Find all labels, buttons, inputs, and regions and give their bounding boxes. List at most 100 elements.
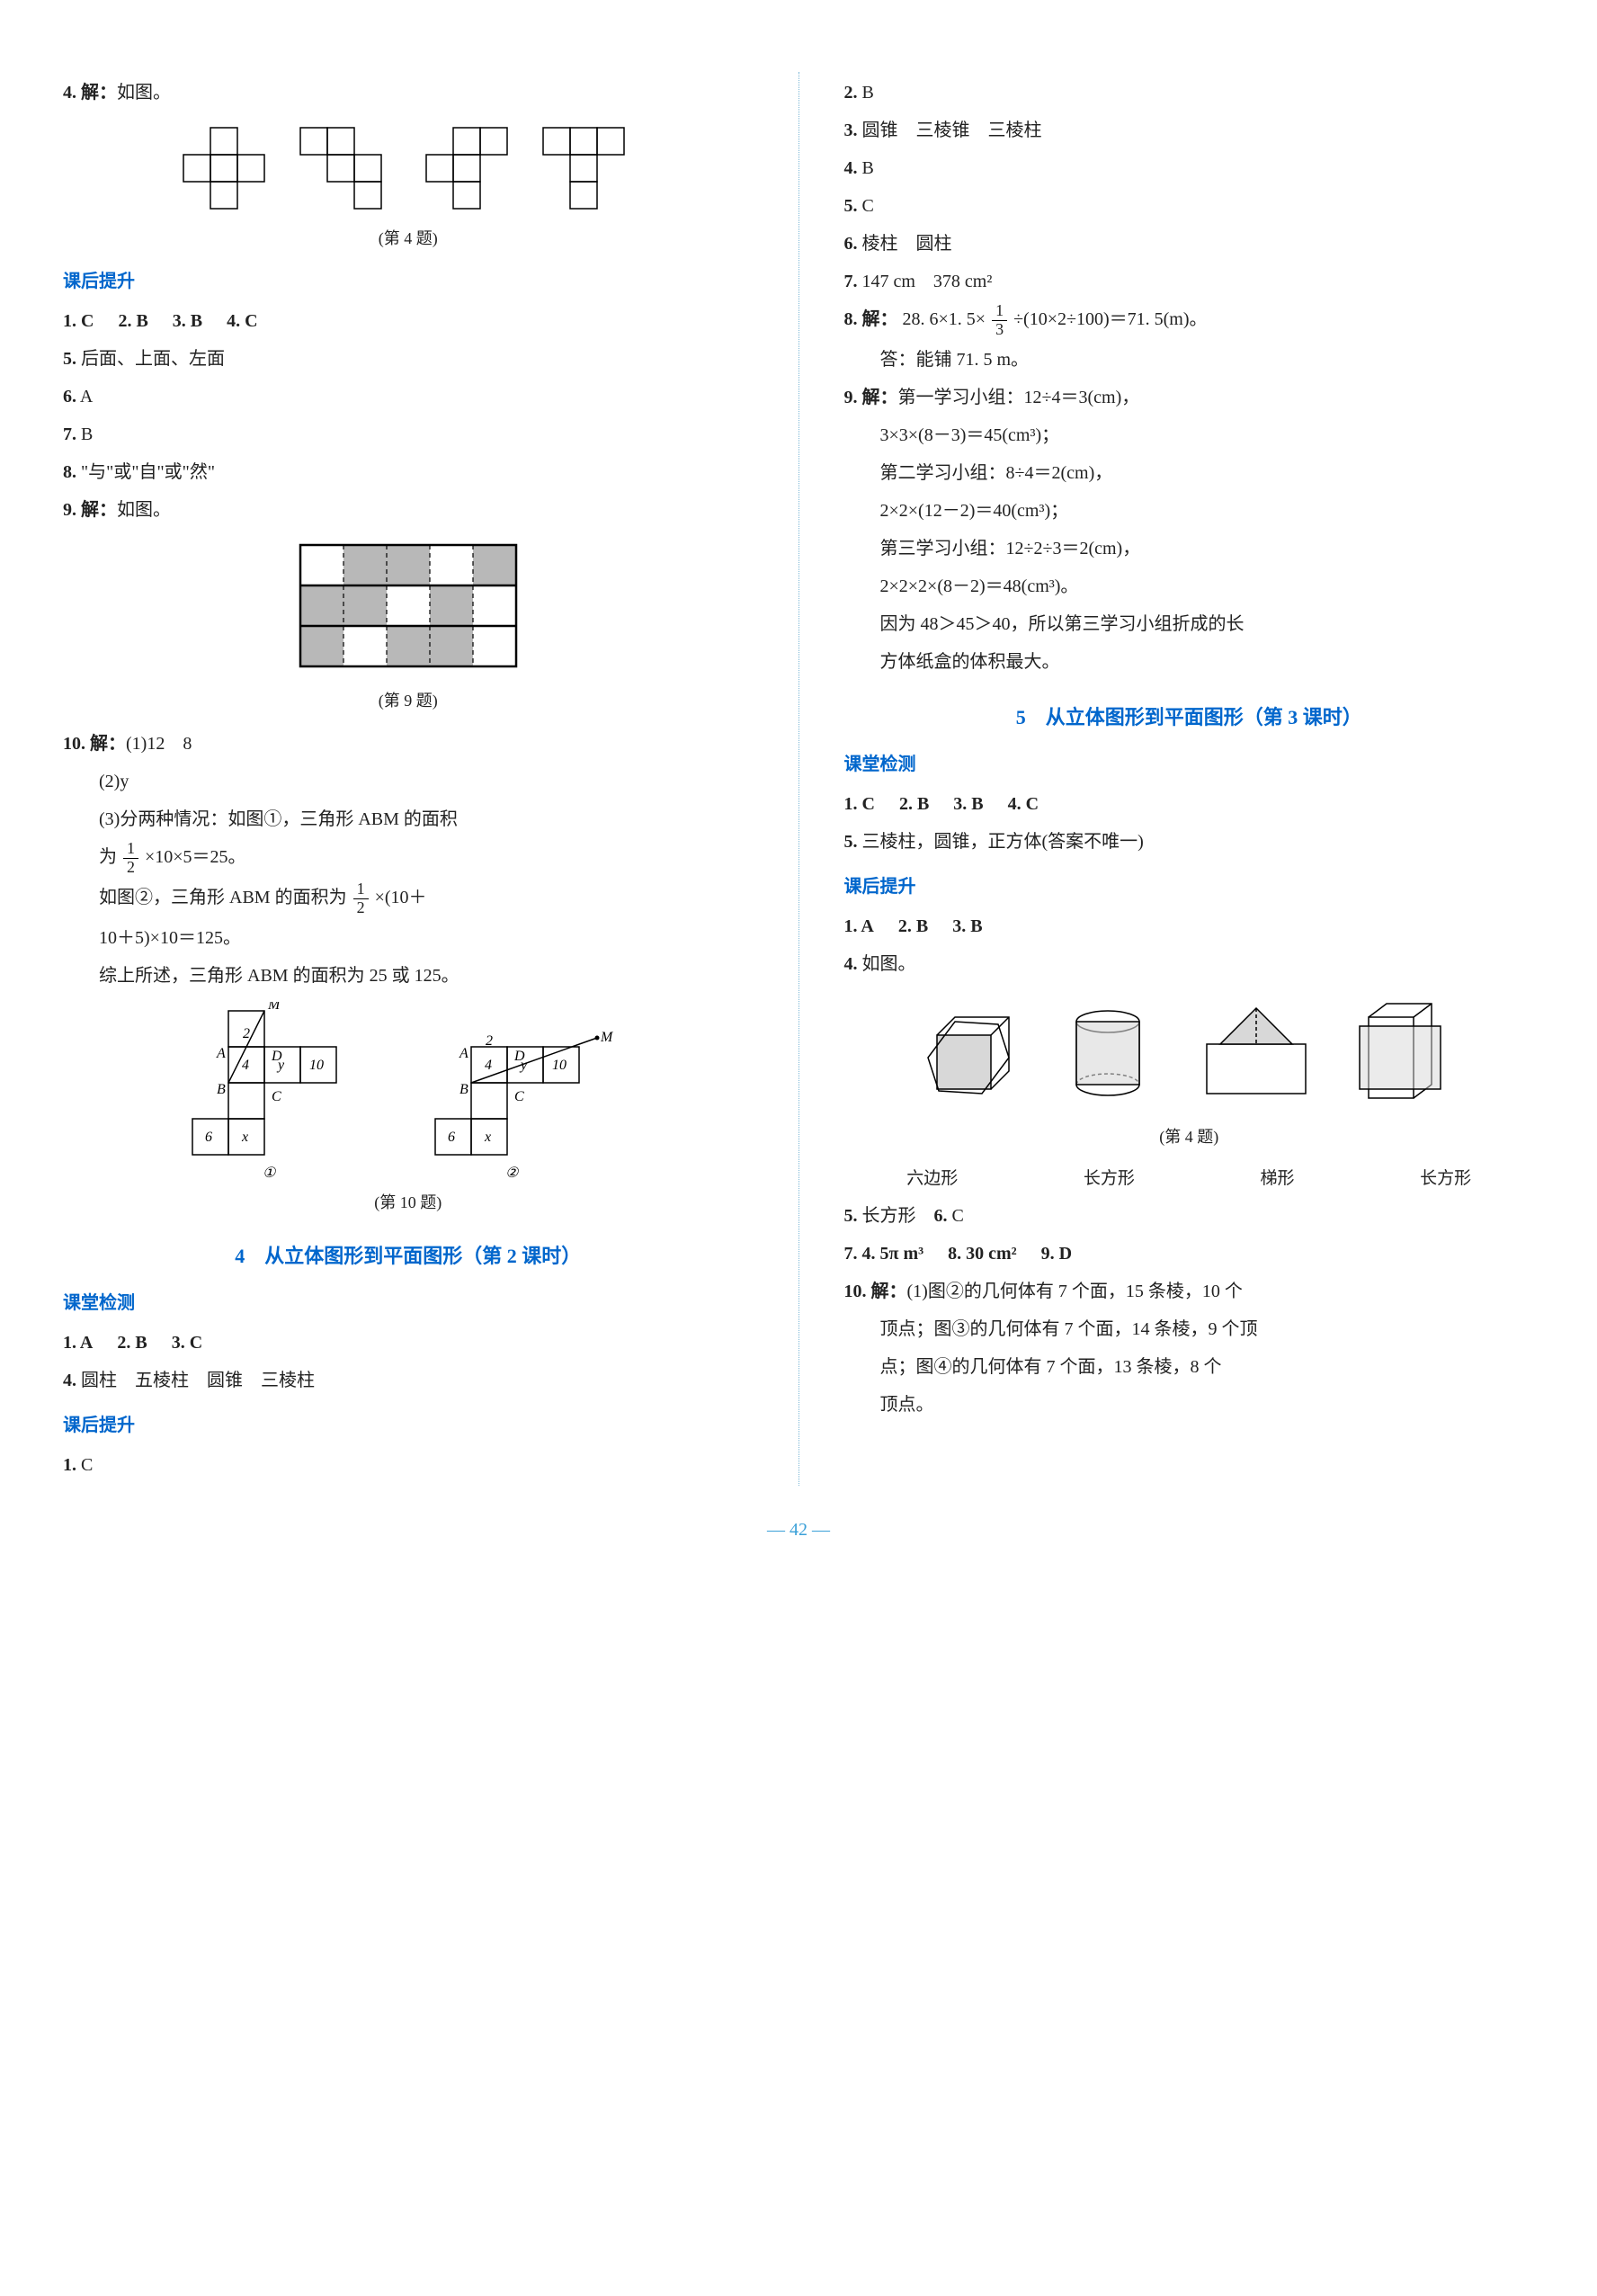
- rq9-l4: 2×2×(12－2)＝40(cm³)；: [844, 494, 1535, 528]
- svg-text:M: M: [267, 1002, 281, 1013]
- q10-p3c: 如图②，三角形 ABM 的面积为 12 ×(10＋: [63, 880, 754, 917]
- rq4b-label: 4.: [844, 954, 858, 974]
- svg-text:4: 4: [242, 1058, 249, 1073]
- row1: 1. C 2. B 3. B 4. C: [63, 304, 754, 338]
- rq4b-text: 如图。: [858, 954, 916, 974]
- rq8-label: 8. 解：: [844, 309, 898, 329]
- rq6: 6. 棱柱 圆柱: [844, 227, 1535, 261]
- svg-text:B: B: [459, 1082, 468, 1097]
- rq5b-label: 5.: [844, 832, 858, 852]
- svg-text:2: 2: [243, 1026, 250, 1041]
- r3a1: 1. C: [844, 794, 875, 814]
- q10-p3d: 10＋5)×10＝125。: [63, 921, 754, 955]
- q1c-label: 1.: [63, 1455, 76, 1475]
- svg-text:①: ①: [263, 1166, 277, 1181]
- svg-text:②: ②: [505, 1166, 520, 1181]
- q8: 8. "与"或"自"或"然": [63, 455, 754, 489]
- svg-text:2: 2: [486, 1033, 493, 1049]
- q10-p3b-post: ×10×5＝25。: [145, 847, 246, 867]
- q5-label: 5.: [63, 349, 76, 369]
- rq4-label: 4.: [844, 158, 858, 178]
- q4-label: 4. 解：: [63, 83, 117, 103]
- r5a3: 9. D: [1041, 1244, 1072, 1264]
- svg-text:y: y: [276, 1058, 285, 1073]
- shape4: 长方形: [1420, 1163, 1471, 1195]
- rq3: 3. 圆锥 三棱锥 三棱柱: [844, 113, 1535, 147]
- right-column: 2. B 3. 圆锥 三棱锥 三棱柱 4. B 5. C 6. 棱柱 圆柱 7.…: [844, 72, 1535, 1486]
- r3a4: 4. C: [1008, 794, 1039, 814]
- rq9-l6: 2×2×2×(8－2)＝48(cm³)。: [844, 569, 1535, 603]
- r4a3: 3. B: [952, 916, 982, 936]
- q7: 7. B: [63, 417, 754, 451]
- frac-1-2-a: 12: [123, 840, 138, 877]
- column-divider: [798, 72, 799, 1486]
- rq7-label: 7.: [844, 272, 858, 291]
- svg-text:C: C: [514, 1089, 524, 1104]
- frac-1-3: 13: [992, 302, 1007, 339]
- shape-labels: 六边形 长方形 梯形 长方形: [844, 1163, 1535, 1195]
- row3: 1. C 2. B 3. B 4. C: [844, 787, 1535, 821]
- rq4b-figure: (第 4 题): [844, 990, 1535, 1152]
- q9-text: 如图。: [117, 500, 171, 520]
- q10-p3c-pre: 如图②，三角形 ABM 的面积为: [99, 888, 347, 907]
- svg-text:6: 6: [448, 1130, 455, 1145]
- q8-text: "与"或"自"或"然": [76, 462, 215, 482]
- rq4: 4. B: [844, 151, 1535, 185]
- rq5: 5. C: [844, 189, 1535, 223]
- kehou-2: 课后提升: [63, 1408, 754, 1443]
- section-4-title: 4 从立体图形到平面图形（第 2 课时）: [63, 1237, 754, 1275]
- r4a1: 1. A: [844, 916, 874, 936]
- rq8: 8. 解： 28. 6×1. 5× 13 ÷(10×2÷100)＝71. 5(m…: [844, 302, 1535, 339]
- q5: 5. 后面、上面、左面: [63, 342, 754, 376]
- rq6c-label: 6.: [934, 1206, 948, 1226]
- rq5c-label: 5.: [844, 1206, 858, 1226]
- r2a1: 1. A: [63, 1333, 93, 1353]
- q10-p3b: 为 12 ×10×5＝25。: [63, 840, 754, 877]
- shape2: 长方形: [1084, 1163, 1135, 1195]
- rq3-label: 3.: [844, 121, 858, 140]
- row4: 1. A 2. B 3. B: [844, 909, 1535, 943]
- q7-label: 7.: [63, 424, 76, 444]
- rq6-text: 棱柱 圆柱: [858, 234, 952, 254]
- q10-p3b-pre: 为: [99, 847, 117, 867]
- rq10-1: 10. 解：(1)图②的几何体有 7 个面，15 条棱，10 个: [844, 1274, 1535, 1309]
- rq10-l3: 点；图④的几何体有 7 个面，13 条棱，8 个: [844, 1350, 1535, 1384]
- rq2: 2. B: [844, 76, 1535, 110]
- rq7-text: 147 cm 378 cm²: [858, 272, 993, 291]
- q10-p1: (1)12 8: [126, 734, 192, 754]
- svg-text:y: y: [519, 1058, 528, 1073]
- rq9-l7: 因为 48＞45＞40，所以第三学习小组折成的长: [844, 607, 1535, 641]
- rq5b-text: 三棱柱，圆锥，正方体(答案不唯一): [858, 832, 1144, 852]
- q9-caption: (第 9 题): [63, 685, 754, 716]
- rq2-text: B: [858, 83, 874, 103]
- svg-text:B: B: [217, 1082, 226, 1097]
- rq9-1: 9. 解：第一学习小组：12÷4＝3(cm)，: [844, 380, 1535, 415]
- r1a1: 1. C: [63, 311, 94, 331]
- rq10-l4: 顶点。: [844, 1388, 1535, 1422]
- q4b: 4. 圆柱 五棱柱 圆锥 三棱柱: [63, 1363, 754, 1398]
- q9-label: 9. 解：: [63, 500, 117, 520]
- rq10-l2: 顶点；图③的几何体有 7 个面，14 条棱，9 个顶: [844, 1312, 1535, 1346]
- svg-text:A: A: [216, 1046, 226, 1061]
- rq10-label: 10. 解：: [844, 1282, 907, 1301]
- q4-text: 如图。: [117, 83, 171, 103]
- rq4b-caption: (第 4 题): [844, 1121, 1535, 1152]
- r2a2: 2. B: [117, 1333, 147, 1353]
- rq5-label: 5.: [844, 196, 858, 216]
- ketang-2: 课堂检测: [844, 747, 1535, 782]
- ketang-1: 课堂检测: [63, 1286, 754, 1320]
- rq5-text: C: [858, 196, 874, 216]
- rq3-text: 圆锥 三棱锥 三棱柱: [858, 121, 1042, 140]
- q5-text: 后面、上面、左面: [76, 349, 225, 369]
- left-column: 4. 解：如图。: [63, 72, 754, 1486]
- q10-caption: (第 10 题): [63, 1187, 754, 1218]
- svg-text:A: A: [459, 1046, 468, 1061]
- svg-text:4: 4: [485, 1058, 492, 1073]
- rq7: 7. 147 cm 378 cm²: [844, 264, 1535, 299]
- shape1: 六边形: [906, 1163, 958, 1195]
- svg-text:10: 10: [552, 1058, 567, 1073]
- rq8-ans: 答：能铺 71. 5 m。: [844, 343, 1535, 377]
- r4a2: 2. B: [898, 916, 928, 936]
- r5a2: 8. 30 cm²: [948, 1244, 1017, 1264]
- row2: 1. A 2. B 3. C: [63, 1326, 754, 1360]
